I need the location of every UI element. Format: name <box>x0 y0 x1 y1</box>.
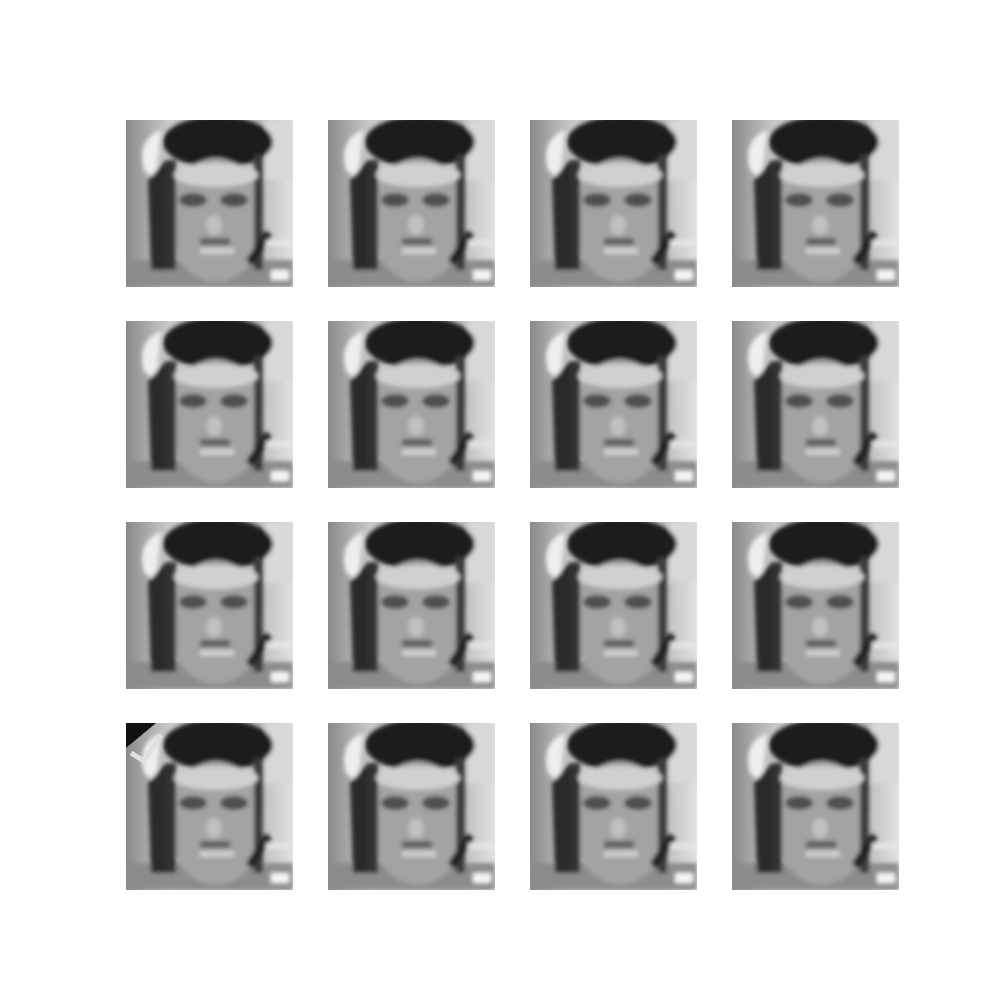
face-image <box>530 317 697 488</box>
face-image <box>732 719 899 890</box>
face-image <box>328 116 495 287</box>
face-image <box>126 116 293 287</box>
face-image <box>530 719 697 890</box>
image-artifact <box>126 723 156 748</box>
face-image <box>732 518 899 689</box>
face-image <box>530 518 697 689</box>
face-image <box>126 719 293 890</box>
face-image <box>530 116 697 287</box>
face-image <box>328 317 495 488</box>
image-artifact <box>129 733 164 765</box>
face-image <box>328 518 495 689</box>
face-image <box>732 116 899 287</box>
face-image <box>126 518 293 689</box>
face-image <box>126 317 293 488</box>
face-image <box>732 317 899 488</box>
face-image <box>328 719 495 890</box>
